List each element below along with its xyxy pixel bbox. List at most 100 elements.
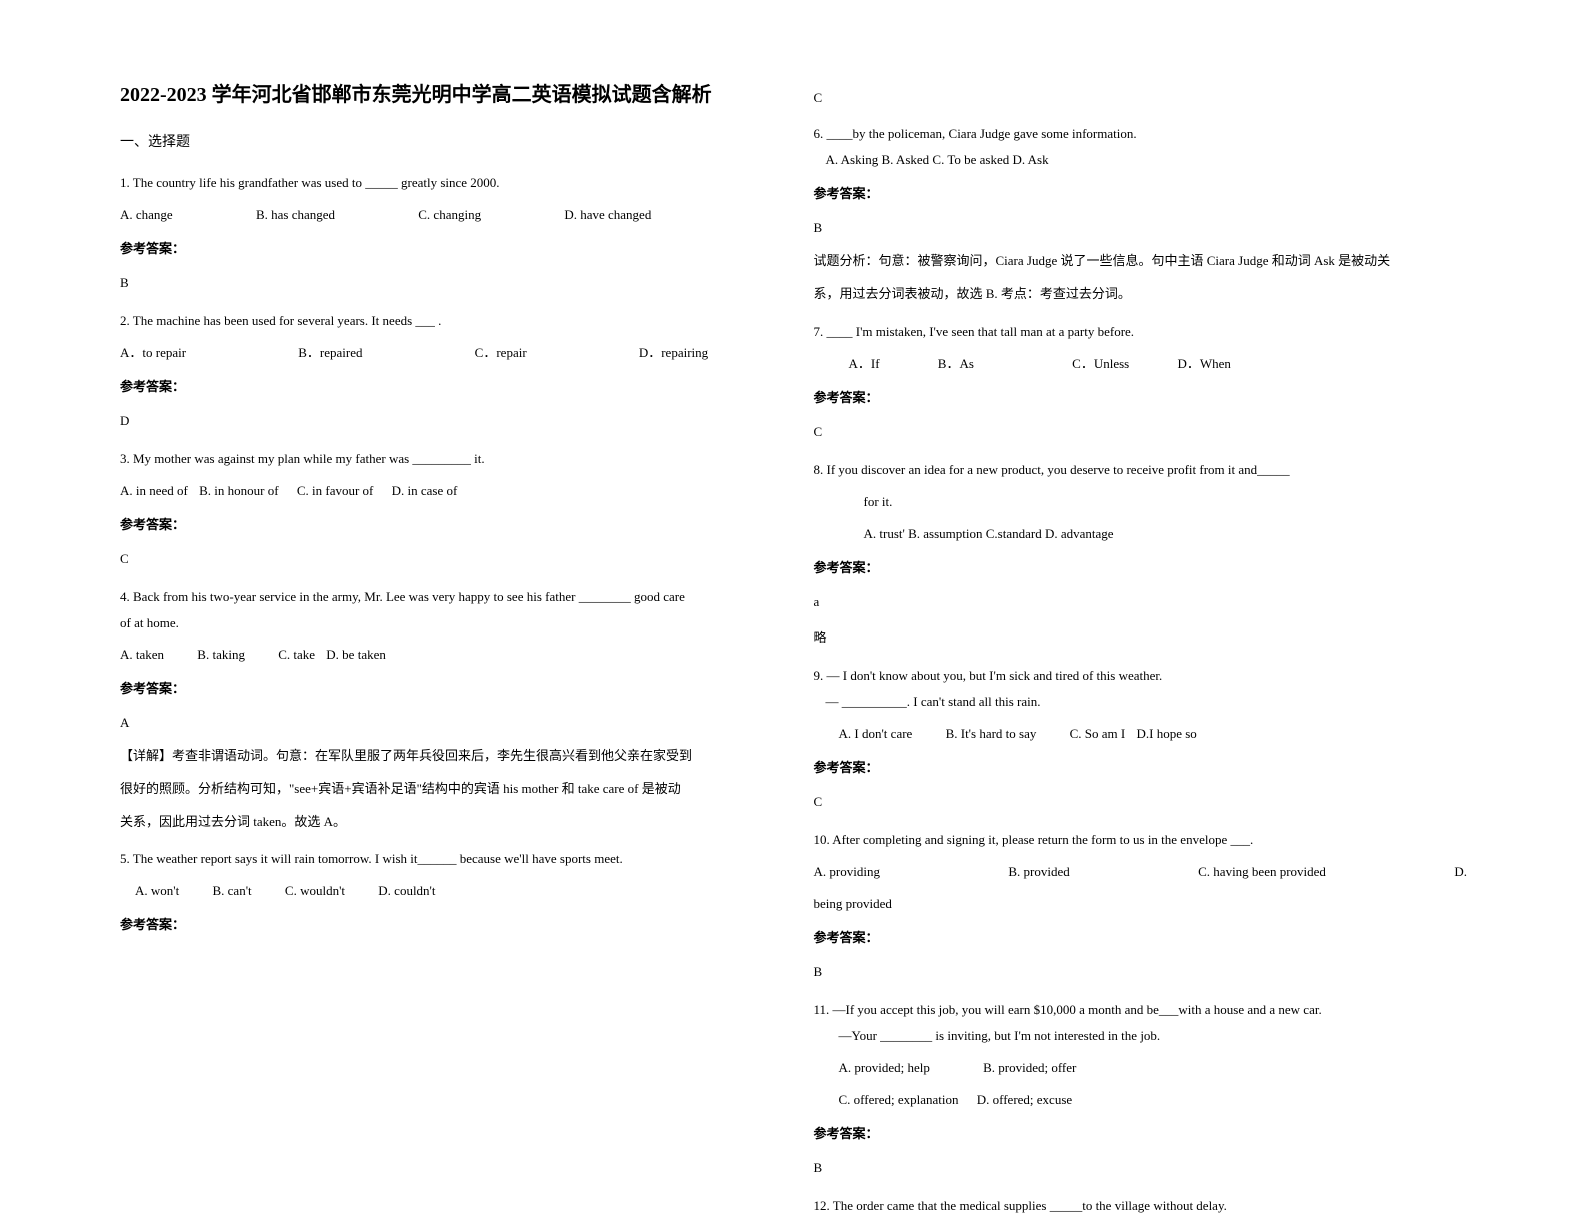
answer-text: A	[120, 710, 774, 736]
question-options: A. trust' B. assumption C.standard D. ad…	[814, 521, 1468, 547]
answer-label: 参考答案：	[814, 385, 1468, 411]
option-a: A. providing	[814, 859, 880, 885]
question-text-line1: 11. —If you accept this job, you will ea…	[814, 997, 1468, 1023]
question-options: A．If B．As C．Unless D．When	[814, 351, 1468, 377]
right-column: C 6. ____by the policeman, Ciara Judge g…	[794, 80, 1488, 1082]
question-options: A. I don't care B. It's hard to say C. S…	[814, 721, 1468, 747]
answer-label: 参考答案：	[814, 755, 1468, 781]
option-c: C. So am I	[1070, 726, 1126, 741]
option-d: D.	[1454, 859, 1467, 885]
option-d: D. be taken	[326, 647, 386, 662]
question-12: 12. The order came that the medical supp…	[814, 1193, 1468, 1219]
answer-text: B	[814, 1155, 1468, 1181]
question-10: 10. After completing and signing it, ple…	[814, 827, 1468, 985]
option-b: B．repaired	[298, 340, 362, 366]
question-options-row1: A. provided; help B. provided; offer	[814, 1055, 1468, 1081]
answer-label: 参考答案：	[120, 512, 774, 538]
option-d: D．repairing	[639, 340, 708, 366]
question-options-row2: C. offered; explanation D. offered; excu…	[814, 1087, 1468, 1113]
option-c: C. in favour of	[297, 483, 374, 498]
option-a: A．If	[849, 356, 880, 371]
question-options: A. change B. has changed C. changing D. …	[120, 202, 774, 228]
answer-text: D	[120, 408, 774, 434]
question-4: 4. Back from his two-year service in the…	[120, 584, 774, 834]
option-a: A．to repair	[120, 340, 186, 366]
question-text: 2. The machine has been used for several…	[120, 308, 774, 334]
answer-text: C	[814, 86, 1468, 109]
answer-text-2: 略	[814, 625, 1468, 651]
question-text: 5. The weather report says it will rain …	[120, 846, 774, 872]
section-title: 一、选择题	[120, 130, 774, 155]
option-a: A. provided; help	[839, 1060, 930, 1075]
question-options: A. won't B. can't C. wouldn't D. couldn'…	[120, 878, 774, 904]
question-text: 7. ____ I'm mistaken, I've seen that tal…	[814, 319, 1468, 345]
option-b: B. provided	[1008, 859, 1069, 885]
explanation-line: 系，用过去分词表被动，故选 B. 考点：考查过去分词。	[814, 282, 1468, 307]
option-d: D. in case of	[392, 483, 458, 498]
option-a: A. won't	[135, 883, 179, 898]
question-text-line2: — __________. I can't stand all this rai…	[814, 689, 1468, 715]
question-5: 5. The weather report says it will rain …	[120, 846, 774, 938]
answer-text: B	[120, 270, 774, 296]
option-b: B．As	[938, 356, 974, 371]
question-options: A. taken B. taking C. take D. be taken	[120, 642, 774, 668]
answer-label: 参考答案：	[814, 555, 1468, 581]
option-b: B. taking	[197, 647, 245, 662]
question-text-line1: 4. Back from his two-year service in the…	[120, 584, 774, 610]
option-d-continued: being provided	[814, 891, 1468, 917]
question-1: 1. The country life his grandfather was …	[120, 170, 774, 296]
option-d: D. couldn't	[378, 883, 435, 898]
question-11: 11. —If you accept this job, you will ea…	[814, 997, 1468, 1181]
answer-label: 参考答案：	[120, 236, 774, 262]
answer-label: 参考答案：	[120, 912, 774, 938]
option-b: B. provided; offer	[983, 1060, 1076, 1075]
answer-text: a	[814, 589, 1468, 615]
option-c: C. take	[278, 647, 315, 662]
option-b: B. has changed	[256, 207, 335, 222]
question-options: A. providing B. provided C. having been …	[814, 859, 1468, 885]
question-text-line2: of at home.	[120, 610, 774, 636]
question-8: 8. If you discover an idea for a new pro…	[814, 457, 1468, 651]
answer-text: B	[814, 215, 1468, 241]
explanation-line: 【详解】考查非谓语动词。句意：在军队里服了两年兵役回来后，李先生很高兴看到他父亲…	[120, 744, 774, 769]
answer-label: 参考答案：	[814, 181, 1468, 207]
question-text: 10. After completing and signing it, ple…	[814, 827, 1468, 853]
question-options: A. Asking B. Asked C. To be asked D. Ask	[814, 147, 1468, 173]
question-text-line2: —Your ________ is inviting, but I'm not …	[814, 1023, 1468, 1049]
document-title: 2022-2023 学年河北省邯郸市东莞光明中学高二英语模拟试题含解析	[120, 80, 774, 110]
explanation-line: 很好的照顾。分析结构可知，"see+宾语+宾语补足语"结构中的宾语 his mo…	[120, 777, 774, 802]
option-c: C. wouldn't	[285, 883, 345, 898]
option-a: A. in need of	[120, 483, 188, 498]
question-9: 9. — I don't know about you, but I'm sic…	[814, 663, 1468, 815]
question-2: 2. The machine has been used for several…	[120, 308, 774, 434]
option-c: C．Unless	[1072, 356, 1129, 371]
question-options: A．to repair B．repaired C．repair D．repair…	[120, 340, 708, 366]
option-a: A. I don't care	[839, 726, 913, 741]
question-text-line1: 9. — I don't know about you, but I'm sic…	[814, 663, 1468, 689]
answer-text: B	[814, 959, 1468, 985]
option-d: D．When	[1177, 356, 1230, 371]
question-7: 7. ____ I'm mistaken, I've seen that tal…	[814, 319, 1468, 445]
explanation-line: 关系，因此用过去分词 taken。故选 A。	[120, 810, 774, 835]
answer-text: C	[120, 546, 774, 572]
option-a: A. taken	[120, 647, 164, 662]
question-text-line2: for it.	[814, 489, 1468, 515]
option-b: B. in honour of	[199, 483, 278, 498]
question-3: 3. My mother was against my plan while m…	[120, 446, 774, 572]
option-d: D. offered; excuse	[977, 1092, 1072, 1107]
question-text-line1: 8. If you discover an idea for a new pro…	[814, 457, 1468, 483]
option-b: B. can't	[212, 883, 251, 898]
explanation-line: 试题分析：句意：被警察询问，Ciara Judge 说了一些信息。句中主语 Ci…	[814, 249, 1468, 274]
answer-text: C	[814, 789, 1468, 815]
answer-label: 参考答案：	[120, 374, 774, 400]
option-d: D. have changed	[564, 207, 651, 222]
option-a: A. change	[120, 207, 173, 222]
question-6: 6. ____by the policeman, Ciara Judge gav…	[814, 121, 1468, 306]
answer-label: 参考答案：	[120, 676, 774, 702]
option-d: D.I hope so	[1137, 726, 1197, 741]
question-options: A. in need of B. in honour of C. in favo…	[120, 478, 774, 504]
question-text: 1. The country life his grandfather was …	[120, 170, 774, 196]
option-b: B. It's hard to say	[946, 726, 1037, 741]
answer-label: 参考答案：	[814, 925, 1468, 951]
left-column: 2022-2023 学年河北省邯郸市东莞光明中学高二英语模拟试题含解析 一、选择…	[100, 80, 794, 1082]
